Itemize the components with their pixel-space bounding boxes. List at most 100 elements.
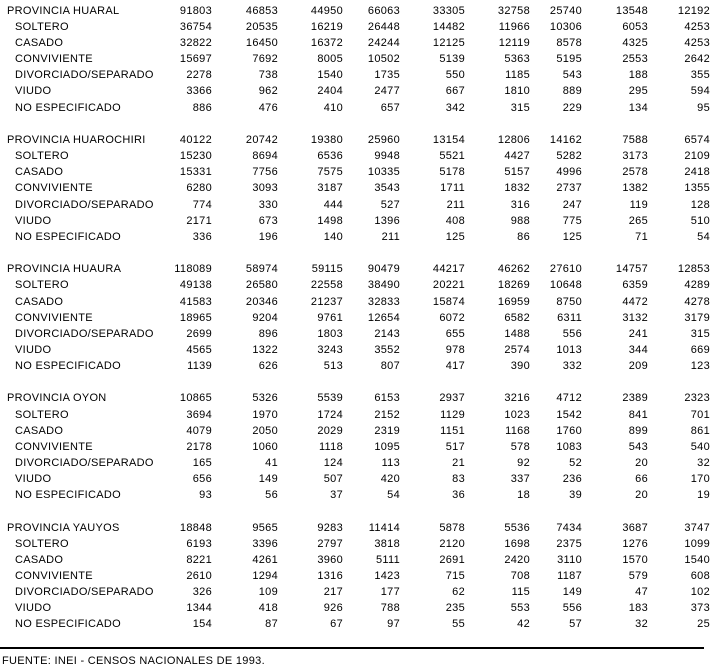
value-cell: 774 xyxy=(192,198,212,211)
value-cell: 337 xyxy=(510,472,530,485)
value-cell: 4278 xyxy=(684,295,710,308)
value-cell: 1013 xyxy=(556,343,582,356)
value-cell: 1118 xyxy=(318,440,343,453)
value-cell: 507 xyxy=(323,472,343,485)
value-cell: 1316 xyxy=(317,569,343,582)
table-row: NO ESPECIFICADO 336 196 140 211 125 86 125 71 54 xyxy=(0,229,713,245)
value-cell: 15874 xyxy=(432,295,465,308)
table-row: DIVORCIADO/SEPARADO 2699 896 1803 2143 655 148… xyxy=(0,326,713,342)
value-cell: 52 xyxy=(569,456,582,469)
province-block: PROVINCIA HUARAL 91803 46853 44950 66063 3330… xyxy=(0,3,713,116)
table-row: SOLTERO 49138 26580 22558 38490 20221 18269 106… xyxy=(0,277,713,293)
value-cell: 1970 xyxy=(252,408,278,421)
value-cell: 16959 xyxy=(497,295,530,308)
row-label: SOLTERO xyxy=(15,150,69,163)
value-cell: 21237 xyxy=(310,295,343,308)
value-cell: 788 xyxy=(380,602,400,615)
value-cell: 315 xyxy=(690,327,710,340)
value-cell: 33305 xyxy=(432,5,465,17)
table-row: SOLTERO 15230 8694 6536 9948 5521 4427 5282 3173… xyxy=(0,148,713,164)
value-cell: 1803 xyxy=(317,327,343,340)
value-cell: 1099 xyxy=(684,537,710,550)
value-cell: 15697 xyxy=(179,53,212,66)
value-cell: 708 xyxy=(510,569,530,582)
value-cell: 54 xyxy=(387,489,400,502)
value-cell: 476 xyxy=(258,101,278,114)
value-cell: 2323 xyxy=(684,392,710,405)
value-cell: 12192 xyxy=(677,5,710,17)
value-cell: 97 xyxy=(387,618,400,631)
province-block: PROVINCIA HUAURA 118089 58974 59115 90479 442… xyxy=(0,261,713,374)
table-row: VIUDO 1344 418 926 788 235 553 556 183 373 xyxy=(0,600,713,616)
province-total-row: PROVINCIA OYON 10865 5326 5539 6153 2937 3216 4… xyxy=(0,390,713,406)
value-cell: 183 xyxy=(628,602,648,615)
row-label: SOLTERO xyxy=(15,537,69,550)
value-cell: 861 xyxy=(690,424,710,437)
value-cell: 715 xyxy=(445,569,465,582)
value-cell: 1832 xyxy=(504,182,530,195)
value-cell: 336 xyxy=(192,230,212,243)
value-cell: 1139 xyxy=(187,359,212,372)
value-cell: 1168 xyxy=(505,424,530,437)
value-cell: 20 xyxy=(635,456,648,469)
value-cell: 579 xyxy=(628,569,648,582)
value-cell: 124 xyxy=(323,456,343,469)
value-cell: 22558 xyxy=(310,279,343,292)
value-cell: 83 xyxy=(452,472,465,485)
province-total-row: PROVINCIA HUAURA 118089 58974 59115 90479 442… xyxy=(0,261,713,277)
value-cell: 55 xyxy=(452,618,465,631)
value-cell: 2418 xyxy=(684,166,710,179)
value-cell: 71 xyxy=(635,230,648,243)
value-cell: 128 xyxy=(690,198,710,211)
value-cell: 6359 xyxy=(622,279,648,292)
value-cell: 67 xyxy=(330,618,343,631)
table-row: NO ESPECIFICADO 886 476 410 657 342 315 229 134 9… xyxy=(0,100,713,116)
value-cell: 236 xyxy=(562,472,582,485)
value-cell: 2404 xyxy=(317,85,343,98)
value-cell: 2691 xyxy=(439,553,465,566)
value-cell: 2375 xyxy=(556,537,582,550)
value-cell: 229 xyxy=(562,101,582,114)
value-cell: 36754 xyxy=(179,21,212,34)
table-row: VIUDO 4565 1322 3243 3552 978 2574 1013 344 669 xyxy=(0,342,713,358)
value-cell: 5536 xyxy=(504,521,530,534)
value-cell: 2420 xyxy=(504,553,530,566)
value-cell: 355 xyxy=(690,69,710,82)
value-cell: 6053 xyxy=(622,21,648,34)
value-cell: 2574 xyxy=(504,343,530,356)
value-cell: 9948 xyxy=(374,150,400,163)
value-cell: 12806 xyxy=(497,134,530,147)
value-cell: 899 xyxy=(628,424,648,437)
value-cell: 608 xyxy=(690,569,710,582)
row-label: CASADO xyxy=(15,37,64,50)
value-cell: 332 xyxy=(562,359,582,372)
row-label: CASADO xyxy=(15,295,64,308)
value-cell: 32 xyxy=(697,456,710,469)
value-cell: 1396 xyxy=(374,214,400,227)
value-cell: 3543 xyxy=(374,182,400,195)
value-cell: 5878 xyxy=(439,521,465,534)
value-cell: 3396 xyxy=(252,537,278,550)
table-row: CONVIVIENTE 18965 9204 9761 12654 6072 6582 631… xyxy=(0,310,713,326)
value-cell: 8694 xyxy=(252,150,278,163)
value-cell: 25 xyxy=(697,618,710,631)
value-cell: 211 xyxy=(381,230,400,243)
row-label: VIUDO xyxy=(15,343,52,356)
value-cell: 1151 xyxy=(440,424,465,437)
value-cell: 886 xyxy=(192,101,212,114)
table-row: CASADO 41583 20346 21237 32833 15874 16959 8750… xyxy=(0,294,713,310)
value-cell: 86 xyxy=(517,230,530,243)
value-cell: 2171 xyxy=(186,214,212,227)
value-cell: 316 xyxy=(510,198,530,211)
value-cell: 510 xyxy=(690,214,710,227)
value-cell: 4261 xyxy=(252,553,278,566)
value-cell: 32822 xyxy=(179,37,212,50)
value-cell: 1322 xyxy=(252,343,278,356)
value-cell: 543 xyxy=(562,69,582,82)
province-label: PROVINCIA HUAROCHIRI xyxy=(7,134,146,147)
value-cell: 3179 xyxy=(684,311,710,324)
value-cell: 113 xyxy=(381,456,400,469)
table-row: DIVORCIADO/SEPARADO 165 41 124 113 21 92 52 20 32 xyxy=(0,455,713,471)
value-cell: 5326 xyxy=(252,392,278,405)
value-cell: 4253 xyxy=(684,21,710,34)
